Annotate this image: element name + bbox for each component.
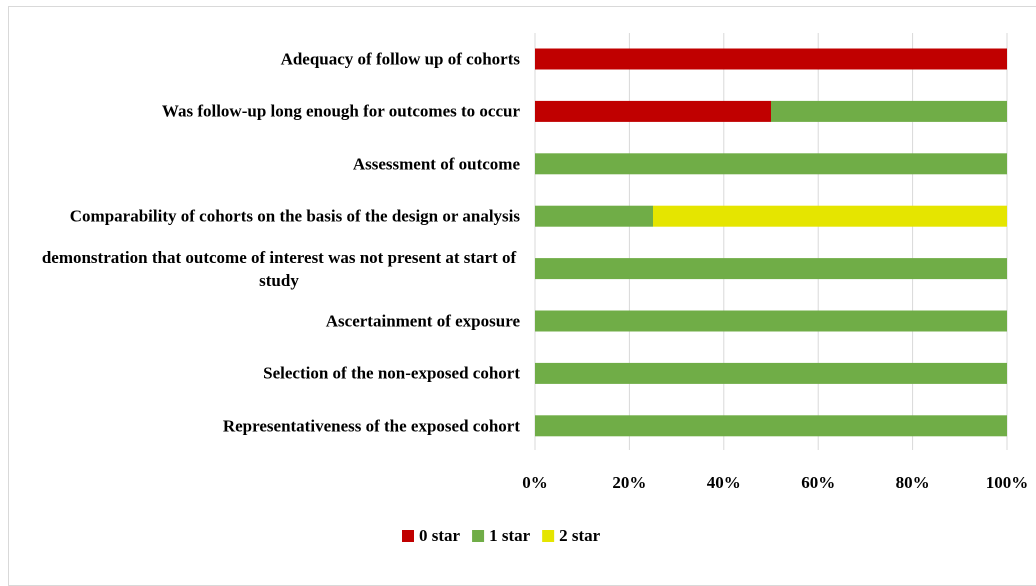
- y-tick-label: Selection of the non-exposed cohort: [263, 363, 520, 383]
- category-label-box: Ascertainment of exposure: [326, 310, 520, 333]
- y-tick-label: Was follow-up long enough for outcomes t…: [161, 101, 520, 121]
- bar-segment: [535, 153, 1007, 175]
- x-tick-label: 40%: [707, 473, 741, 492]
- category-labels: Adequacy of follow up of cohorts Was foll…: [0, 0, 520, 569]
- legend-label: 0 star: [419, 526, 461, 545]
- y-tick-label: Comparability of cohorts on the basis of…: [69, 206, 520, 226]
- x-tick-label: 100%: [986, 473, 1029, 492]
- category-label-box: Was follow-up long enough for outcomes t…: [162, 100, 520, 123]
- bar-segment: [535, 100, 771, 122]
- x-tick-label: 60%: [801, 473, 835, 492]
- legend-swatch: [472, 530, 485, 542]
- bar-segment: [535, 362, 1007, 384]
- legend-label: 2 star: [559, 526, 601, 545]
- category-label-box: Assessment of outcome: [353, 152, 520, 175]
- category-label-box: Comparability of cohorts on the basis of…: [70, 205, 520, 228]
- bar-segment: [535, 415, 1007, 437]
- bar-segment: [535, 310, 1007, 332]
- bar-segment: [535, 205, 653, 227]
- category-label-box: Adequacy of follow up of cohorts: [281, 48, 520, 71]
- y-tick-label: demonstration that outcome of interest w…: [41, 247, 517, 290]
- y-tick-label: Assessment of outcome: [352, 154, 520, 174]
- bar-segment: [771, 100, 1007, 122]
- category-label-box: Representativeness of the exposed cohort: [223, 414, 520, 437]
- bar-segment: [535, 48, 1007, 70]
- chart: 0% 20% 40% 60% 80% 100% 0 star 1 star 2 star: [402, 33, 1029, 545]
- y-tick-label: Adequacy of follow up of cohorts: [280, 49, 520, 69]
- legend-swatch: [542, 530, 555, 542]
- y-tick-label: Ascertainment of exposure: [325, 311, 520, 331]
- bar-segment: [653, 205, 1007, 227]
- legend-swatch: [402, 530, 414, 542]
- category-label-box: Selection of the non-exposed cohort: [263, 362, 520, 385]
- bar-segment: [535, 258, 1007, 280]
- x-tick-label: 80%: [896, 473, 930, 492]
- x-tick-label: 20%: [612, 473, 646, 492]
- category-label-box: demonstration that outcome of interest w…: [38, 246, 520, 292]
- y-tick-label: Representativeness of the exposed cohort: [222, 416, 520, 436]
- legend-label: 1 star: [489, 526, 531, 545]
- x-tick-label: 0%: [522, 473, 548, 492]
